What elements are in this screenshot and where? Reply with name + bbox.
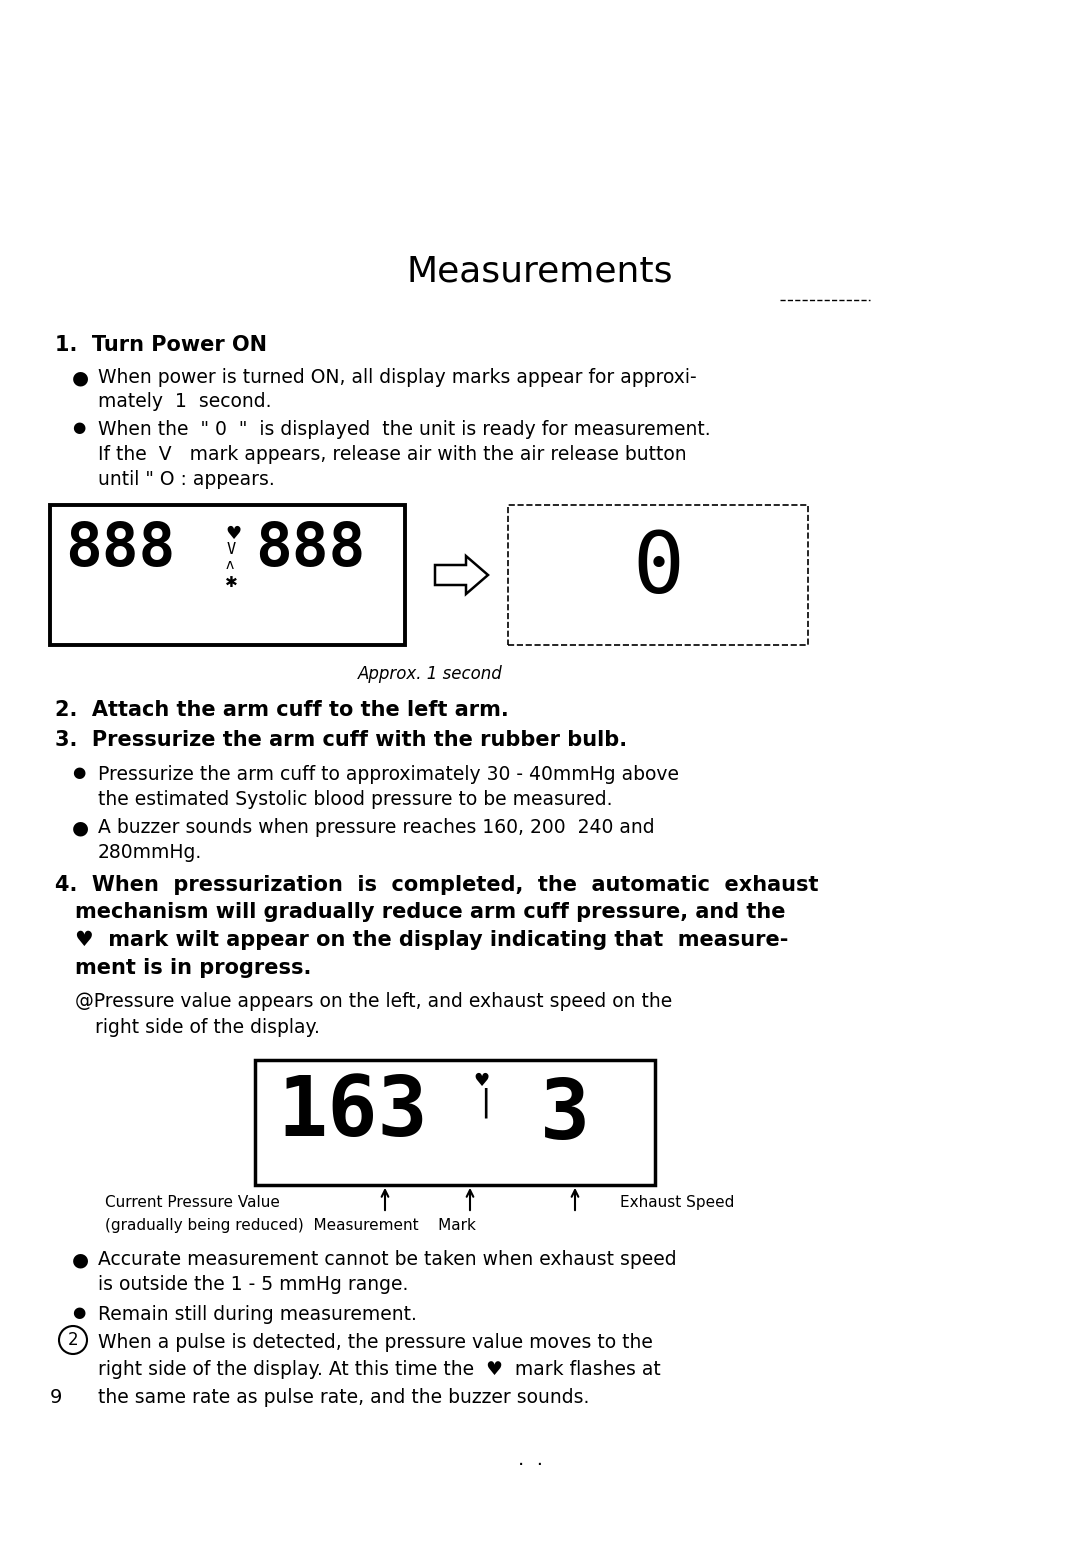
Text: If the  V   mark appears, release air with the air release button: If the V mark appears, release air with … (98, 445, 687, 464)
Text: 3: 3 (540, 1075, 591, 1155)
Text: ●: ● (72, 420, 85, 434)
Text: Exhaust Speed: Exhaust Speed (620, 1194, 734, 1210)
Text: 4.  When  pressurization  is  completed,  the  automatic  exhaust: 4. When pressurization is completed, the… (55, 875, 819, 895)
Text: ♥: ♥ (473, 1072, 489, 1090)
Text: mately  1  second.: mately 1 second. (98, 392, 271, 411)
Text: ●: ● (72, 765, 85, 780)
Text: Remain still during measurement.: Remain still during measurement. (98, 1304, 417, 1325)
Text: V: V (227, 541, 237, 557)
Text: is outside the 1 - 5 mmHg range.: is outside the 1 - 5 mmHg range. (98, 1275, 408, 1294)
Text: 2: 2 (68, 1331, 79, 1349)
Text: (gradually being reduced)  Measurement    Mark: (gradually being reduced) Measurement Ma… (105, 1218, 476, 1233)
Text: Current Pressure Value: Current Pressure Value (105, 1194, 280, 1210)
Text: ♥  mark wilt appear on the display indicating that  measure-: ♥ mark wilt appear on the display indica… (75, 931, 788, 951)
Text: Accurate measurement cannot be taken when exhaust speed: Accurate measurement cannot be taken whe… (98, 1250, 677, 1269)
Text: Pressurize the arm cuff to approximately 30 - 40mmHg above: Pressurize the arm cuff to approximately… (98, 765, 679, 783)
Text: 0: 0 (632, 527, 684, 611)
Bar (255, 1059, 654, 1185)
Text: 888: 888 (65, 520, 175, 579)
Text: ʌ: ʌ (226, 558, 234, 572)
Text: 1.  Turn Power ON: 1. Turn Power ON (55, 335, 267, 355)
Bar (50, 506, 405, 645)
Text: right side of the display.: right side of the display. (95, 1017, 320, 1038)
Text: A buzzer sounds when pressure reaches 160, 200  240 and: A buzzer sounds when pressure reaches 16… (98, 817, 654, 838)
Text: When a pulse is detected, the pressure value moves to the: When a pulse is detected, the pressure v… (98, 1332, 653, 1352)
Text: ♥: ♥ (225, 524, 241, 543)
Text: 2.  Attach the arm cuff to the left arm.: 2. Attach the arm cuff to the left arm. (55, 700, 509, 720)
Text: @Pressure value appears on the left, and exhaust speed on the: @Pressure value appears on the left, and… (75, 993, 672, 1011)
Text: ●: ● (72, 368, 89, 388)
Text: ●: ● (72, 1250, 89, 1269)
Text: ●: ● (72, 1304, 85, 1320)
Text: mechanism will gradually reduce arm cuff pressure, and the: mechanism will gradually reduce arm cuff… (75, 903, 785, 921)
Text: 280mmHg.: 280mmHg. (98, 844, 202, 862)
Text: 3.  Pressurize the arm cuff with the rubber bulb.: 3. Pressurize the arm cuff with the rubb… (55, 731, 627, 751)
Text: .  .: . . (517, 1450, 542, 1469)
Text: ●: ● (72, 817, 89, 838)
Text: 9: 9 (50, 1388, 63, 1407)
Text: 163: 163 (276, 1072, 428, 1152)
Text: ment is in progress.: ment is in progress. (75, 959, 311, 979)
Text: |: | (476, 1087, 495, 1118)
FancyArrow shape (435, 555, 488, 594)
Text: When the  " 0  "  is displayed  the unit is ready for measurement.: When the " 0 " is displayed the unit is … (98, 420, 711, 439)
Text: right side of the display. At this time the  ♥  mark flashes at: right side of the display. At this time … (98, 1360, 661, 1379)
Text: Approx. 1 second: Approx. 1 second (357, 665, 502, 682)
Text: Measurements: Measurements (407, 254, 673, 288)
Text: 888: 888 (255, 520, 365, 579)
Text: ✱: ✱ (225, 575, 238, 589)
Text: until " O : appears.: until " O : appears. (98, 470, 274, 489)
Bar (508, 506, 808, 645)
Text: the estimated Systolic blood pressure to be measured.: the estimated Systolic blood pressure to… (98, 789, 612, 810)
Text: the same rate as pulse rate, and the buzzer sounds.: the same rate as pulse rate, and the buz… (98, 1388, 590, 1407)
Text: When power is turned ON, all display marks appear for approxi-: When power is turned ON, all display mar… (98, 368, 697, 388)
